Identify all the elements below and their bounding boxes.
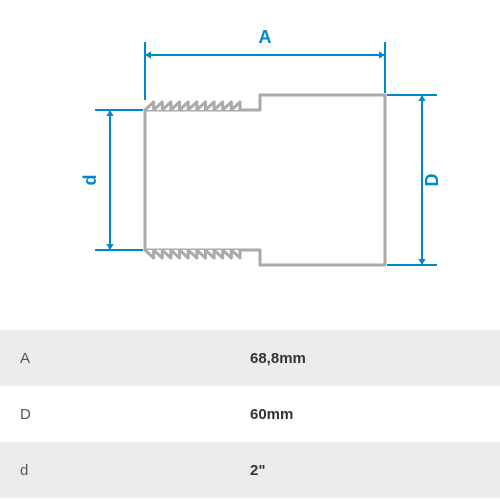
- table-value: 2": [250, 462, 480, 479]
- table-row: A 68,8mm: [0, 330, 500, 386]
- svg-text:D: D: [422, 174, 442, 187]
- table-label: A: [20, 350, 250, 367]
- table-row: d 2": [0, 442, 500, 498]
- table-value: 60mm: [250, 406, 480, 423]
- dimensions-table: A 68,8mm D 60mm d 2": [0, 330, 500, 498]
- table-label: d: [20, 462, 250, 479]
- table-value: 68,8mm: [250, 350, 480, 367]
- table-label: D: [20, 406, 250, 423]
- dimension-diagram: A d D: [0, 0, 500, 330]
- table-row: D 60mm: [0, 386, 500, 442]
- svg-text:d: d: [80, 175, 100, 186]
- svg-text:A: A: [259, 27, 272, 47]
